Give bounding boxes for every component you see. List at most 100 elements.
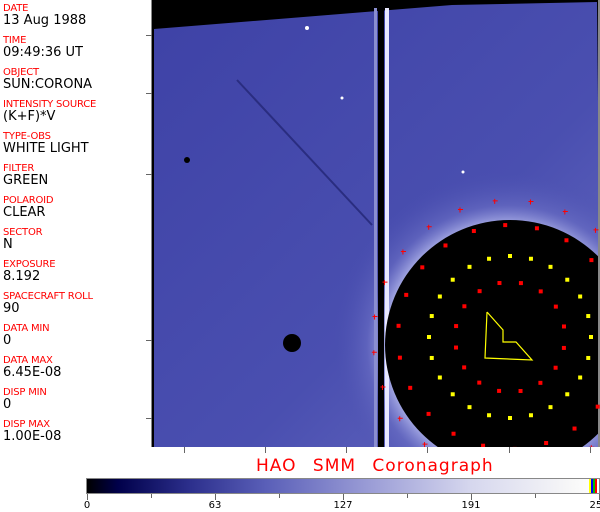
colorbar bbox=[86, 478, 600, 494]
field-data-max: DATA MAX 6.45E-08 bbox=[3, 355, 61, 380]
overlay-red-dot bbox=[538, 380, 543, 385]
bright-spot bbox=[461, 170, 465, 174]
image-border bbox=[598, 0, 600, 447]
overlay-yellow-dot bbox=[467, 405, 472, 410]
field-label: TYPE-OBS bbox=[3, 131, 51, 142]
dark-spot bbox=[283, 334, 301, 352]
overlay-yellow-dot bbox=[548, 264, 553, 269]
field-label: SECTOR bbox=[3, 227, 43, 238]
overlay-yellow-dot bbox=[528, 413, 533, 418]
colorbar-tick bbox=[279, 494, 280, 498]
overlay-red-dot bbox=[408, 385, 413, 390]
field-value: 8.192 bbox=[3, 269, 41, 284]
field-label: OBJECT bbox=[3, 67, 39, 78]
field-filter: FILTER GREEN bbox=[3, 163, 48, 188]
field-sector: SECTOR N bbox=[3, 227, 43, 252]
palette-swatch bbox=[589, 479, 591, 493]
field-object: OBJECT SUN:CORONA bbox=[3, 67, 92, 92]
overlay-red-dot bbox=[561, 345, 566, 350]
overlay-plus bbox=[457, 207, 463, 213]
field-value: 13 Aug 1988 bbox=[3, 13, 87, 28]
colorbar-tick-label: 0 bbox=[83, 500, 91, 511]
overlay-plus bbox=[371, 350, 377, 356]
overlay-red-dot bbox=[544, 441, 549, 446]
x-tick bbox=[265, 447, 266, 453]
overlay-yellow-dot bbox=[437, 294, 442, 299]
field-value: GREEN bbox=[3, 173, 49, 188]
coronagraph-image-svg bbox=[154, 0, 600, 512]
overlay-yellow-dot bbox=[487, 413, 492, 418]
field-data-min: DATA MIN 0 bbox=[3, 323, 50, 348]
overlay-yellow-dot bbox=[586, 355, 591, 360]
overlay-red-dot bbox=[534, 226, 539, 231]
colorbar-tick bbox=[87, 494, 88, 500]
overlay-yellow-dot bbox=[565, 392, 570, 397]
field-label: INTENSITY SOURCE bbox=[3, 99, 97, 110]
coronagraph-image[interactable] bbox=[152, 0, 600, 512]
overlay-yellow-dot bbox=[427, 335, 431, 339]
colorbar-tick bbox=[407, 494, 408, 498]
overlay-yellow-dot bbox=[467, 264, 472, 269]
x-tick bbox=[509, 447, 510, 453]
field-label: TIME bbox=[3, 35, 27, 46]
field-value: WHITE LIGHT bbox=[3, 141, 89, 156]
overlay-marks bbox=[371, 198, 600, 477]
overlay-yellow-dot bbox=[508, 254, 512, 258]
field-value: 0 bbox=[3, 397, 12, 412]
field-value: SUN:CORONA bbox=[3, 77, 93, 92]
overlay-red-dot bbox=[503, 223, 508, 228]
field-value: 09:49:36 UT bbox=[3, 45, 83, 60]
field-label: DATA MIN bbox=[3, 323, 50, 334]
colorbar-tick-label: 63 bbox=[208, 500, 222, 511]
pylon-bright-edge bbox=[385, 8, 389, 447]
overlay-plus bbox=[528, 199, 534, 205]
overlay-red-dot bbox=[443, 243, 448, 248]
overlay-yellow-dot bbox=[586, 314, 591, 319]
overlay-plus bbox=[382, 280, 388, 286]
overlay-yellow-dot bbox=[589, 335, 593, 339]
overlay-red-dot bbox=[595, 404, 600, 409]
field-label: DATE bbox=[3, 3, 29, 14]
field-spacecraft-roll: SPACECRAFT ROLL 90 bbox=[3, 291, 93, 316]
overlay-red-dot bbox=[420, 265, 425, 270]
overlay-red-dot bbox=[518, 281, 523, 286]
metadata-panel: DATE 13 Aug 1988 TIME 09:49:36 UT OBJECT SUN:… bbox=[0, 0, 152, 447]
y-tick bbox=[146, 174, 152, 175]
overlay-red-dot bbox=[454, 324, 459, 329]
overlay-yellow-dot bbox=[548, 405, 553, 410]
overlay-red-dot bbox=[481, 443, 486, 448]
overlay-plus bbox=[400, 249, 406, 255]
overlay-yellow-dot bbox=[578, 375, 583, 380]
overlay-yellow-dot bbox=[528, 256, 533, 261]
overlay-red-dot bbox=[572, 426, 577, 431]
palette-end-colors bbox=[589, 479, 597, 493]
field-label: SPACECRAFT ROLL bbox=[3, 291, 93, 302]
overlay-red-dot bbox=[471, 228, 476, 233]
overlay-yellow-dot bbox=[565, 277, 570, 282]
x-tick bbox=[427, 447, 428, 453]
field-disp-max: DISP MAX 1.00E-08 bbox=[3, 419, 61, 444]
field-value: N bbox=[3, 237, 13, 252]
y-tick bbox=[146, 340, 152, 341]
overlay-yellow-dot bbox=[437, 375, 442, 380]
palette-swatch bbox=[591, 479, 593, 493]
overlay-red-dot bbox=[564, 238, 569, 243]
overlay-plus bbox=[422, 442, 428, 448]
overlay-plus bbox=[426, 224, 432, 230]
bright-spot bbox=[305, 26, 309, 30]
colorbar-tick-label: 191 bbox=[461, 500, 481, 511]
y-tick bbox=[146, 35, 152, 36]
field-label: DISP MAX bbox=[3, 419, 50, 430]
overlay-red-dot bbox=[462, 304, 467, 309]
field-value: 1.00E-08 bbox=[3, 429, 62, 444]
colorbar-tick-label: 127 bbox=[333, 500, 353, 511]
dark-spot bbox=[184, 157, 190, 163]
pylon-shadow bbox=[378, 8, 384, 447]
overlay-red-dot bbox=[426, 411, 431, 416]
colorbar-tick bbox=[151, 494, 152, 498]
overlay-yellow-dot bbox=[429, 314, 434, 319]
plot-title: HAO SMM Coronagraph bbox=[256, 456, 494, 476]
field-value: 6.45E-08 bbox=[3, 365, 62, 380]
field-label: POLAROID bbox=[3, 195, 54, 206]
colorbar-tick bbox=[535, 494, 536, 498]
